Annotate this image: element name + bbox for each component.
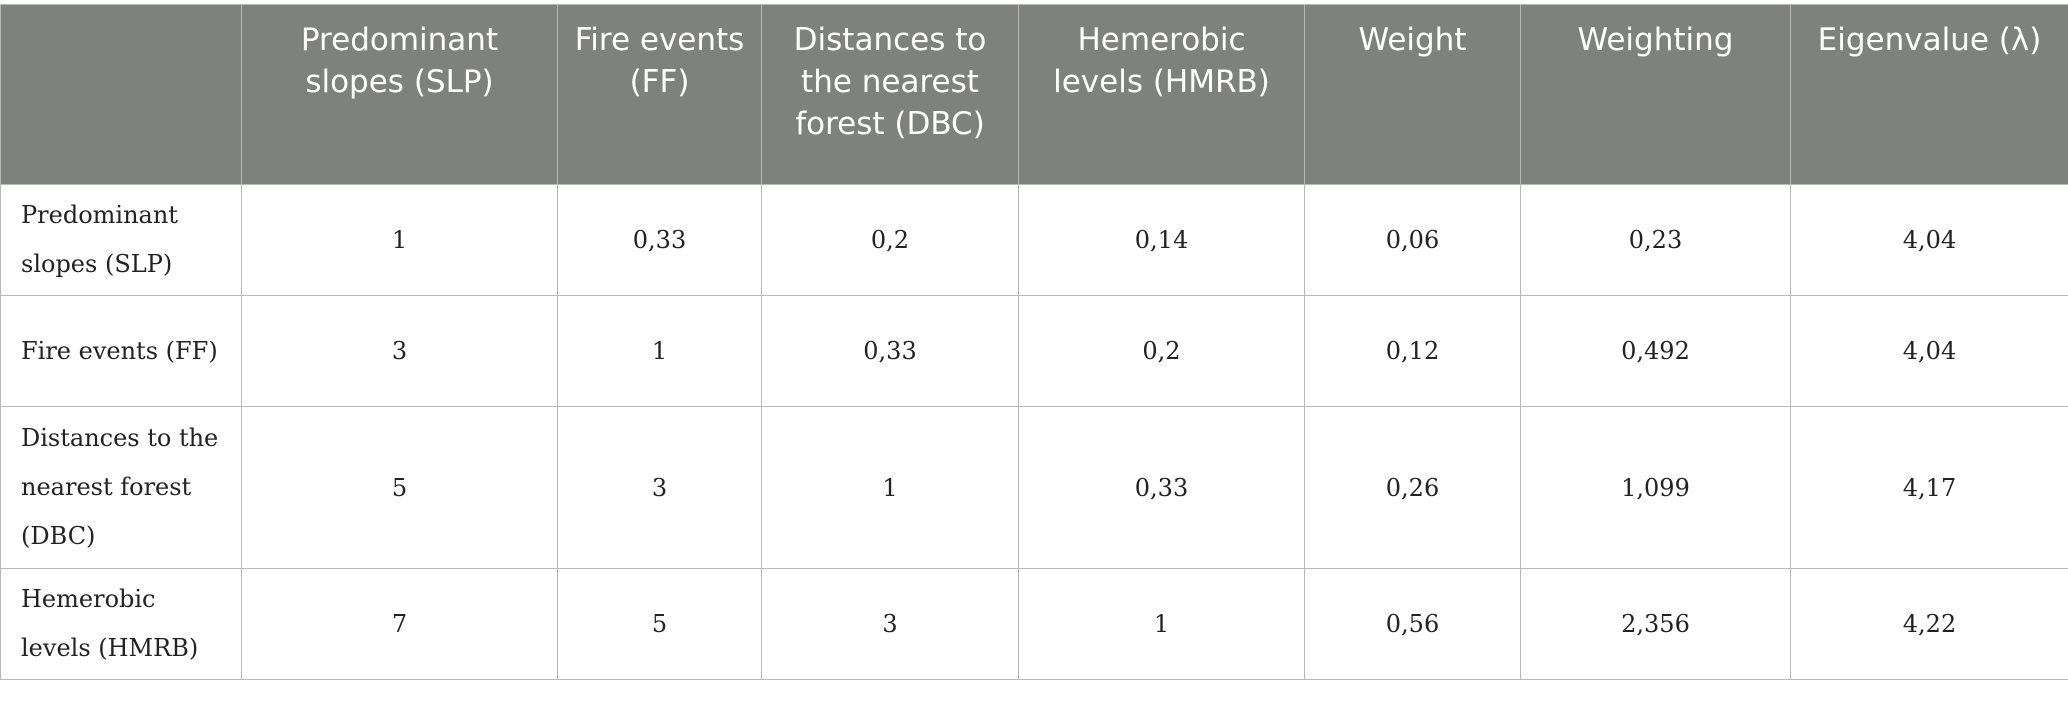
table-cell: 4,22 [1790,568,2068,680]
table-cell: 0,23 [1520,184,1791,296]
row-label: Distances to the nearest forest (DBC) [0,406,242,569]
comparison-matrix-table: Predominant slopes (SLP) Fire events (FF… [0,4,2068,680]
table-cell: 0,33 [761,295,1019,407]
table-cell: 1 [241,184,558,296]
header-eigenvalue: Eigenvalue (λ) [1790,4,2068,185]
table-row: Hemerobic levels (HMRB) 7 5 3 1 0,56 2,3… [0,568,2068,680]
table-row: Predominant slopes (SLP) 1 0,33 0,2 0,14… [0,184,2068,296]
header-row: Predominant slopes (SLP) Fire events (FF… [0,4,2068,185]
table-cell: 0,56 [1304,568,1521,680]
header-weighting: Weighting [1520,4,1791,185]
table-cell: 4,04 [1790,295,2068,407]
header-ff: Fire events (FF) [557,4,762,185]
table-cell: 1 [557,295,762,407]
table-cell: 1 [761,406,1019,569]
table-cell: 0,12 [1304,295,1521,407]
row-label: Fire events (FF) [0,295,242,407]
table-cell: 3 [761,568,1019,680]
table-cell: 7 [241,568,558,680]
table-cell: 2,356 [1520,568,1791,680]
table-cell: 0,2 [761,184,1019,296]
table-cell: 3 [557,406,762,569]
table-cell: 0,33 [1018,406,1305,569]
header-weight: Weight [1304,4,1521,185]
table-cell: 0,492 [1520,295,1791,407]
table-cell: 0,26 [1304,406,1521,569]
table-cell: 5 [241,406,558,569]
header-dbc: Distances to the nearest forest (DBC) [761,4,1019,185]
table-cell: 0,06 [1304,184,1521,296]
table-cell: 4,04 [1790,184,2068,296]
table-cell: 1 [1018,568,1305,680]
table-cell: 1,099 [1520,406,1791,569]
table-cell: 4,17 [1790,406,2068,569]
table-cell: 3 [241,295,558,407]
row-label: Hemerobic levels (HMRB) [0,568,242,680]
table-cell: 0,33 [557,184,762,296]
table-cell: 0,14 [1018,184,1305,296]
table-cell: 5 [557,568,762,680]
table-row: Fire events (FF) 3 1 0,33 0,2 0,12 0,492… [0,295,2068,407]
row-label: Predominant slopes (SLP) [0,184,242,296]
header-slp: Predominant slopes (SLP) [241,4,558,185]
table-header: Predominant slopes (SLP) Fire events (FF… [0,4,2068,185]
table-cell: 0,2 [1018,295,1305,407]
table-body: Predominant slopes (SLP) 1 0,33 0,2 0,14… [0,184,2068,680]
table-row: Distances to the nearest forest (DBC) 5 … [0,406,2068,569]
header-hmrb: Hemerobic levels (HMRB) [1018,4,1305,185]
header-corner-cell [0,4,242,185]
